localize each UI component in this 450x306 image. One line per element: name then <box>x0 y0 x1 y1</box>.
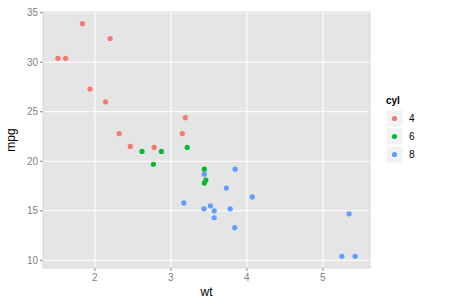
point <box>183 115 188 120</box>
y-tick-label: 25 <box>27 106 39 117</box>
chart: 2 3 4 5 10 15 20 25 30 35 wt mpg cyl 4 6 8 <box>0 0 450 306</box>
point <box>108 36 113 41</box>
y-tick-label: 20 <box>27 156 39 167</box>
legend-key <box>386 128 403 145</box>
point <box>159 149 164 154</box>
y-tick <box>40 62 43 63</box>
x-grid-line <box>94 12 95 268</box>
point <box>180 131 185 136</box>
y-tick-label: 10 <box>27 255 39 266</box>
point <box>353 254 358 259</box>
point <box>201 206 206 211</box>
point <box>228 206 233 211</box>
legend-label: 8 <box>409 149 415 160</box>
y-tick-label: 30 <box>27 57 39 68</box>
point <box>103 99 108 104</box>
x-grid-line <box>322 12 323 268</box>
legend-key <box>386 146 403 163</box>
points <box>55 21 357 259</box>
y-tick-label: 35 <box>27 7 39 18</box>
legend-label: 6 <box>409 131 415 142</box>
x-grid-line <box>246 12 247 268</box>
point <box>202 167 207 172</box>
legend-key <box>386 110 403 127</box>
y-grid-line <box>43 210 370 211</box>
legend: cyl 4 6 8 <box>386 95 415 163</box>
point <box>212 208 217 213</box>
point <box>128 144 133 149</box>
point <box>139 149 144 154</box>
point <box>87 86 92 91</box>
legend-title: cyl <box>386 95 400 106</box>
point <box>208 203 213 208</box>
point <box>80 21 85 26</box>
x-grid-line <box>170 12 171 268</box>
point <box>250 194 255 199</box>
y-grid-line <box>43 161 370 162</box>
y-tick <box>40 111 43 112</box>
legend-marker <box>392 152 397 157</box>
point <box>202 172 207 177</box>
point <box>232 225 237 230</box>
y-tick <box>40 12 43 13</box>
x-axis-label: wt <box>200 285 214 299</box>
point <box>117 131 122 136</box>
y-tick <box>40 260 43 261</box>
legend-label: 4 <box>409 113 415 124</box>
plot-background <box>43 12 370 268</box>
y-grid-line <box>43 260 370 261</box>
point <box>151 162 156 167</box>
point <box>339 254 344 259</box>
plot-frame <box>43 12 370 268</box>
y-tick <box>40 210 43 211</box>
y-grid-line <box>43 111 370 112</box>
x-tick <box>246 268 247 271</box>
point <box>55 56 60 61</box>
point <box>347 211 352 216</box>
x-tick <box>94 268 95 271</box>
point <box>224 185 229 190</box>
x-tick <box>322 268 323 271</box>
point <box>181 200 186 205</box>
point <box>152 145 157 150</box>
y-axis-label: mpg <box>4 128 18 151</box>
legend-marker <box>392 134 397 139</box>
x-tick-label: 5 <box>320 272 326 283</box>
point <box>202 180 207 185</box>
x-tick-label: 2 <box>92 272 98 283</box>
point <box>63 56 68 61</box>
x-tick <box>170 268 171 271</box>
legend-marker <box>392 116 397 121</box>
point <box>233 167 238 172</box>
y-tick <box>40 161 43 162</box>
x-tick-label: 4 <box>244 272 250 283</box>
point <box>185 145 190 150</box>
y-tick-label: 15 <box>27 205 39 216</box>
point <box>212 215 217 220</box>
y-grid-line <box>43 62 370 63</box>
x-tick-label: 3 <box>168 272 174 283</box>
